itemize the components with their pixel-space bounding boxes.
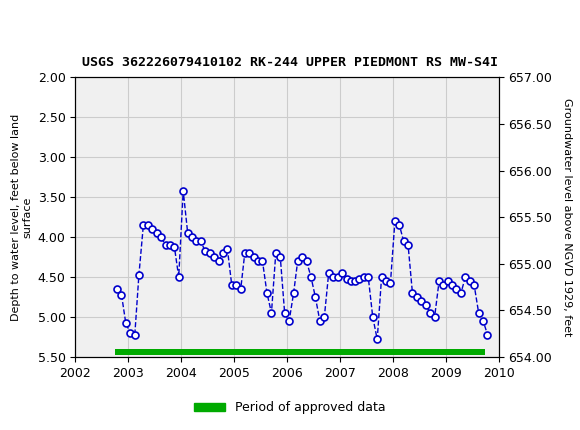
Y-axis label: Depth to water level, feet below land
surface: Depth to water level, feet below land su… xyxy=(10,114,32,321)
Text: ╳USGS: ╳USGS xyxy=(12,15,70,37)
Legend: Period of approved data: Period of approved data xyxy=(189,396,391,419)
Text: USGS 362226079410102 RK-244 UPPER PIEDMONT RS MW-S4I: USGS 362226079410102 RK-244 UPPER PIEDMO… xyxy=(82,56,498,69)
Bar xyxy=(115,349,485,355)
Y-axis label: Groundwater level above NGVD 1929, feet: Groundwater level above NGVD 1929, feet xyxy=(562,98,572,336)
